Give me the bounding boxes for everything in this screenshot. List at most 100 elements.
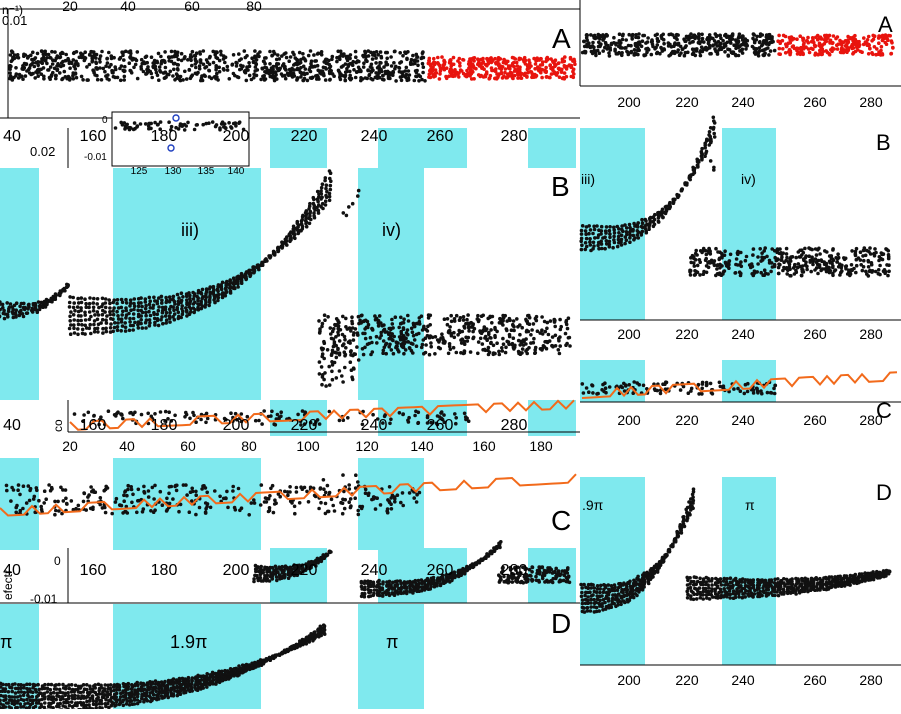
data-point-4395 bbox=[718, 381, 722, 385]
data-point-2336 bbox=[164, 308, 168, 312]
data-point-3159 bbox=[493, 336, 497, 340]
data-point-899 bbox=[371, 78, 375, 82]
data-point-496 bbox=[314, 59, 318, 63]
data-point-4108 bbox=[331, 504, 335, 508]
data-point-3190 bbox=[338, 369, 342, 373]
data-point-3017 bbox=[512, 336, 516, 340]
data-point-422 bbox=[407, 69, 411, 73]
data-point-4379 bbox=[732, 387, 736, 391]
data-point-3908 bbox=[229, 411, 233, 415]
data-point-3809 bbox=[692, 255, 696, 259]
data-point-4066 bbox=[388, 485, 392, 489]
data-point-3840 bbox=[371, 413, 375, 417]
data-point-2511 bbox=[72, 327, 76, 331]
data-point-1654 bbox=[714, 42, 718, 46]
data-point-884 bbox=[291, 72, 295, 76]
data-point-3086 bbox=[398, 335, 402, 339]
data-point-1872 bbox=[862, 36, 866, 40]
data-point-1138 bbox=[459, 68, 463, 72]
data-point-3282 bbox=[604, 231, 608, 235]
data-point-4417 bbox=[689, 389, 693, 393]
data-point-1892 bbox=[832, 47, 836, 51]
data-point-840 bbox=[295, 63, 299, 67]
data-point-3350 bbox=[605, 239, 609, 243]
data-point-3241 bbox=[713, 135, 717, 139]
data-point-3648 bbox=[702, 270, 706, 274]
data-point-706 bbox=[29, 73, 33, 77]
data-point-3747 bbox=[881, 258, 885, 262]
data-point-3427 bbox=[640, 233, 644, 237]
data-point-3254 bbox=[628, 226, 632, 230]
data-point-1672 bbox=[674, 43, 678, 47]
data-point-3118 bbox=[359, 321, 363, 325]
data-point-656 bbox=[88, 63, 92, 67]
band-d-left-3 bbox=[358, 604, 424, 709]
data-point-1262 bbox=[534, 75, 538, 79]
data-point-1691 bbox=[770, 35, 774, 39]
data-point-3115 bbox=[453, 317, 457, 321]
data-point-788 bbox=[335, 60, 339, 64]
data-point-2619 bbox=[240, 281, 244, 285]
data-point-3122 bbox=[378, 336, 382, 340]
data-point-2674 bbox=[479, 337, 483, 341]
data-point-2382 bbox=[84, 318, 88, 322]
data-point-2515 bbox=[88, 327, 92, 331]
data-point-2055 bbox=[96, 297, 100, 301]
data-point-2596 bbox=[148, 324, 152, 328]
data-point-2628 bbox=[277, 246, 281, 250]
data-point-3877 bbox=[153, 412, 157, 416]
data-point-4161 bbox=[25, 501, 29, 505]
data-point-3739 bbox=[878, 255, 882, 259]
data-point-3781 bbox=[704, 258, 708, 262]
data-point-1217 bbox=[470, 69, 474, 73]
data-point-2599 bbox=[161, 322, 165, 326]
data-point-1844 bbox=[867, 35, 871, 39]
data-point-2044 bbox=[53, 297, 57, 301]
data-point-4430 bbox=[591, 391, 595, 395]
data-point-3918 bbox=[389, 418, 393, 422]
data-point-3220 bbox=[628, 223, 632, 227]
data-point-4222 bbox=[123, 490, 127, 494]
data-point-1885 bbox=[890, 52, 894, 56]
data-point-2041 bbox=[41, 305, 45, 309]
data-point-1232 bbox=[538, 58, 542, 62]
data-point-3872 bbox=[413, 414, 417, 418]
data-point-3822 bbox=[708, 250, 712, 254]
data-point-2380 bbox=[76, 319, 80, 323]
data-point-4237 bbox=[33, 495, 37, 499]
data-point-4863 bbox=[479, 558, 483, 562]
data-point-4274 bbox=[29, 487, 33, 491]
data-point-538 bbox=[49, 65, 53, 69]
data-point-3114 bbox=[508, 317, 512, 321]
data-point-837 bbox=[382, 65, 386, 69]
data-point-4301 bbox=[387, 500, 391, 504]
data-point-3186 bbox=[320, 346, 324, 350]
data-point-2378 bbox=[68, 319, 72, 323]
data-point-1775 bbox=[851, 52, 855, 56]
data-point-2728 bbox=[462, 315, 466, 319]
data-point-3813 bbox=[718, 272, 722, 276]
data-point-1835 bbox=[853, 34, 857, 38]
data-point-3152 bbox=[448, 331, 452, 335]
data-point-3749 bbox=[828, 269, 832, 273]
data-point-1174 bbox=[568, 64, 572, 68]
data-point-2328 bbox=[132, 312, 136, 316]
data-point-4240 bbox=[165, 508, 169, 512]
data-point-1366 bbox=[646, 36, 650, 40]
data-point-745 bbox=[129, 55, 133, 59]
data-point-1879 bbox=[814, 36, 818, 40]
data-point-2682 bbox=[429, 341, 433, 345]
data-point-2962 bbox=[448, 325, 452, 329]
data-point-3704 bbox=[850, 249, 854, 253]
data-point-3603 bbox=[807, 246, 811, 250]
data-point-2253 bbox=[96, 310, 100, 314]
data-point-4285 bbox=[250, 501, 254, 505]
data-point-790 bbox=[123, 75, 127, 79]
data-point-750 bbox=[416, 59, 420, 63]
data-point-3757 bbox=[834, 256, 838, 260]
data-point-2935 bbox=[497, 350, 501, 354]
data-point-1352 bbox=[699, 54, 703, 58]
data-point-4744 bbox=[405, 586, 409, 590]
data-point-3156 bbox=[498, 353, 502, 357]
